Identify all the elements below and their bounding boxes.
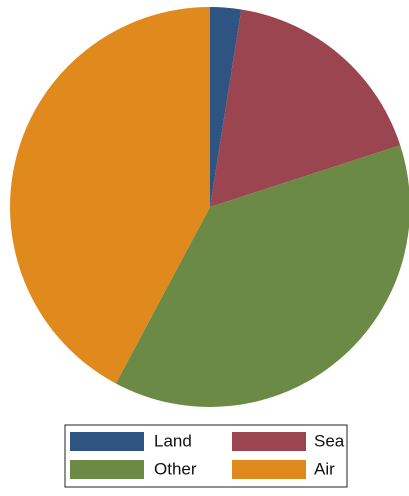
pie-slice xyxy=(210,9,401,208)
legend-swatch xyxy=(70,460,144,479)
pie-slice xyxy=(9,7,211,384)
pie-slice xyxy=(115,145,409,407)
legend-swatch xyxy=(232,460,306,479)
legend-label: Sea xyxy=(314,431,345,450)
pie-slice xyxy=(210,7,242,207)
legend-label: Air xyxy=(314,459,335,478)
legend-label: Land xyxy=(154,431,192,450)
legend-swatch xyxy=(70,432,144,451)
legend-swatch xyxy=(232,432,306,451)
legend-label: Other xyxy=(154,459,197,478)
